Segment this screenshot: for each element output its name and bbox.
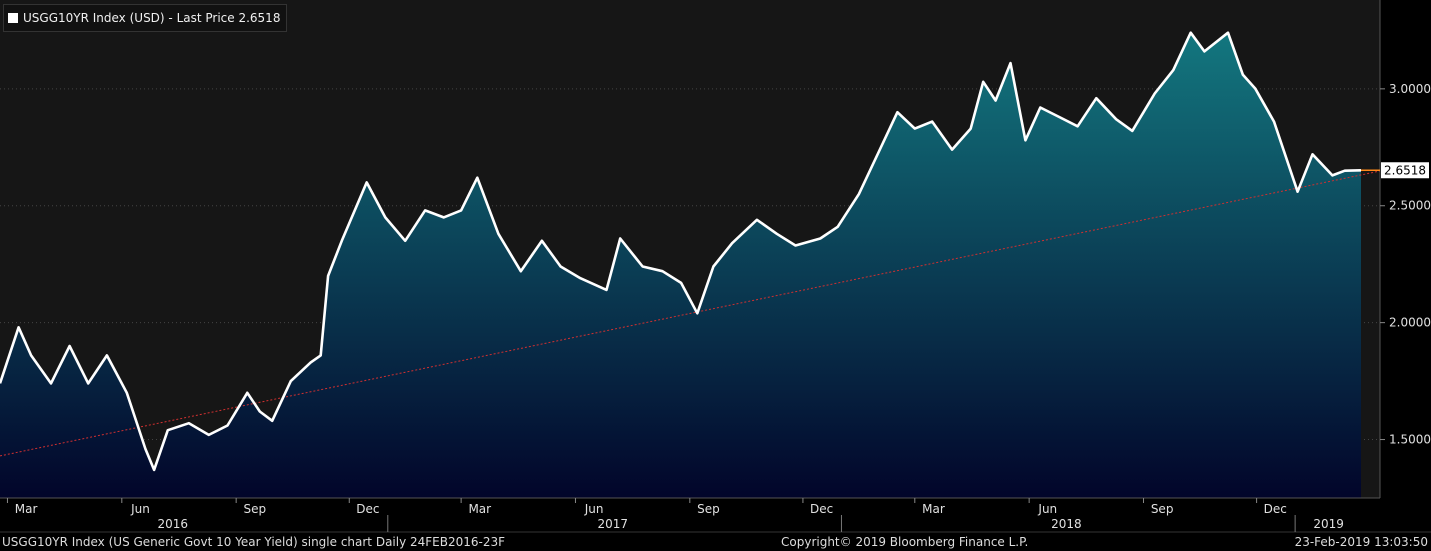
x-tick-label: Jun (1037, 502, 1057, 516)
x-tick-label: Sep (697, 502, 720, 516)
trendline (0, 170, 1381, 457)
y-tick-label: 1.5000 (1389, 433, 1431, 447)
x-tick-label: Dec (810, 502, 833, 516)
legend-text: USGG10YR Index (USD) - Last Price 2.6518 (23, 11, 281, 25)
last-price-label: 2.6518 (1384, 163, 1426, 177)
x-tick-label: Dec (356, 502, 379, 516)
last-price-marker: 2.6518 (1361, 162, 1429, 179)
x-tick-label: Mar (15, 502, 38, 516)
last-price-box (1381, 162, 1429, 179)
x-tick-label: Mar (922, 502, 945, 516)
legend-swatch (8, 13, 18, 23)
x-tick-label: Jun (584, 502, 604, 516)
x-tick-label: Sep (1151, 502, 1174, 516)
area-fill (0, 32, 1361, 498)
footer-description: USGG10YR Index (US Generic Govt 10 Year … (2, 535, 506, 549)
x-tick-label: Sep (243, 502, 266, 516)
x-tick-label: Jun (130, 502, 150, 516)
year-label: 2017 (597, 517, 628, 531)
footer-timestamp: 23-Feb-2019 13:03:50 (1294, 535, 1428, 549)
year-label: 2018 (1051, 517, 1082, 531)
year-label: 2016 (157, 517, 188, 531)
yield-line (0, 31, 1362, 472)
x-tick-label: Dec (1264, 502, 1287, 516)
x-tick-label: Mar (468, 502, 491, 516)
y-tick-label: 3.0000 (1389, 82, 1431, 96)
y-tick-label: 2.5000 (1389, 199, 1431, 213)
y-axis: 3.0000 2.5000 2.0000 1.5000 (1380, 82, 1431, 447)
footer-copyright: Copyright© 2019 Bloomberg Finance L.P. (781, 535, 1029, 549)
legend: USGG10YR Index (USD) - Last Price 2.6518 (3, 4, 288, 32)
x-axis: Mar Jun Sep Dec Mar Jun Sep Dec Mar Jun Sep Dec 2016… (6, 498, 1344, 532)
year-label: 2019 (1313, 517, 1344, 531)
y-tick-label: 2.0000 (1389, 316, 1431, 330)
